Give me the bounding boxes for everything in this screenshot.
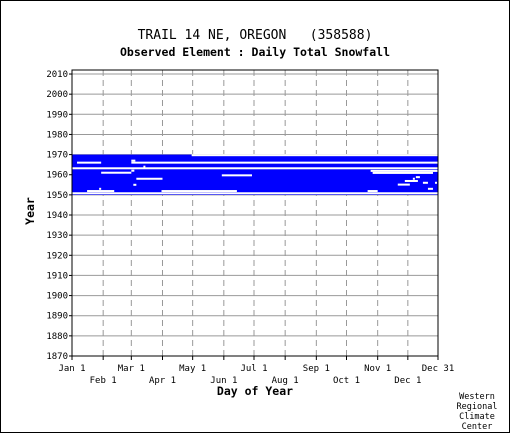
credit-line: Regional xyxy=(457,402,498,412)
missing-data-segment xyxy=(131,161,439,164)
credit-block: Western Regional Climate Center xyxy=(457,392,498,432)
x-tick-label: Oct 1 xyxy=(333,376,360,386)
plot-area: 1870 1880 1890 1900 1910 1920 1930 1940 1950 1960… xyxy=(46,69,455,386)
missing-data-segment xyxy=(404,179,418,182)
y-tick-label: 1940 xyxy=(46,211,68,221)
missing-data-segment xyxy=(191,154,438,157)
missing-data-mark xyxy=(131,159,136,162)
missing-data-segment xyxy=(72,192,438,195)
credit-line: Climate xyxy=(459,412,495,422)
missing-data-segment xyxy=(372,171,433,174)
missing-data-segment xyxy=(367,190,378,193)
x-tick-label: Feb 1 xyxy=(90,376,117,386)
x-tick-label: Jun 1 xyxy=(210,376,237,386)
missing-data-segment xyxy=(101,171,132,174)
missing-data-mark xyxy=(434,181,437,184)
y-tick-label: 1910 xyxy=(46,271,68,281)
x-axis-title: Day of Year xyxy=(217,384,293,398)
missing-data-mark xyxy=(131,169,135,172)
missing-data-segment xyxy=(77,161,102,164)
x-tick-label: Aug 1 xyxy=(272,376,299,386)
missing-data-segment xyxy=(397,183,410,186)
missing-data-segment xyxy=(87,190,115,193)
y-tick-label: 1900 xyxy=(46,292,68,302)
credit-line: Western xyxy=(459,392,495,402)
x-tick-label: Apr 1 xyxy=(149,376,176,386)
x-tick-label: Dec 31 xyxy=(422,364,455,374)
missing-data-mark xyxy=(99,187,102,190)
x-tick-label: Jul 1 xyxy=(240,364,267,374)
missing-data-segment xyxy=(136,177,163,180)
y-tick-label: 2010 xyxy=(46,70,68,80)
y-tick-label: 1890 xyxy=(46,312,68,322)
missing-data-segment xyxy=(422,181,428,184)
x-tick-label: Nov 1 xyxy=(364,364,391,374)
y-tick-label: 2000 xyxy=(46,90,68,100)
y-tick-label: 1880 xyxy=(46,332,68,342)
plot-border xyxy=(71,69,439,357)
missing-data-segment xyxy=(370,169,438,172)
y-tick-label: 1980 xyxy=(46,130,68,140)
data-block xyxy=(72,154,438,195)
x-tick-label: Sep 1 xyxy=(303,364,330,374)
y-tick-label: 1950 xyxy=(46,191,68,201)
y-tick-label: 1960 xyxy=(46,171,68,181)
x-tick-label: Dec 1 xyxy=(394,376,421,386)
missing-data-segment xyxy=(427,187,433,190)
y-tick-label: 1990 xyxy=(46,110,68,120)
missing-data-segment xyxy=(161,190,237,193)
plot-background xyxy=(72,70,438,356)
credit-line: Center xyxy=(462,422,493,432)
y-tick-label: 1920 xyxy=(46,251,68,261)
chart-subtitle: Observed Element : Daily Total Snowfall xyxy=(120,45,390,59)
x-tick-label: Jan 1 xyxy=(58,364,85,374)
missing-data-segment xyxy=(415,176,420,179)
missing-data-segment xyxy=(72,167,438,170)
x-tick-label: Mar 1 xyxy=(118,364,145,374)
missing-data-mark xyxy=(412,177,415,180)
y-axis-title: Year xyxy=(23,197,37,225)
chart-title: TRAIL 14 NE, OREGON (358588) xyxy=(138,28,373,43)
x-tick-label: May 1 xyxy=(179,364,206,374)
y-tick-label: 1930 xyxy=(46,231,68,241)
missing-data-mark xyxy=(143,165,146,168)
missing-data-segment xyxy=(221,174,252,177)
y-tick-label: 1870 xyxy=(46,352,68,362)
missing-data-mark xyxy=(133,183,137,186)
y-tick-label: 1970 xyxy=(46,151,68,161)
